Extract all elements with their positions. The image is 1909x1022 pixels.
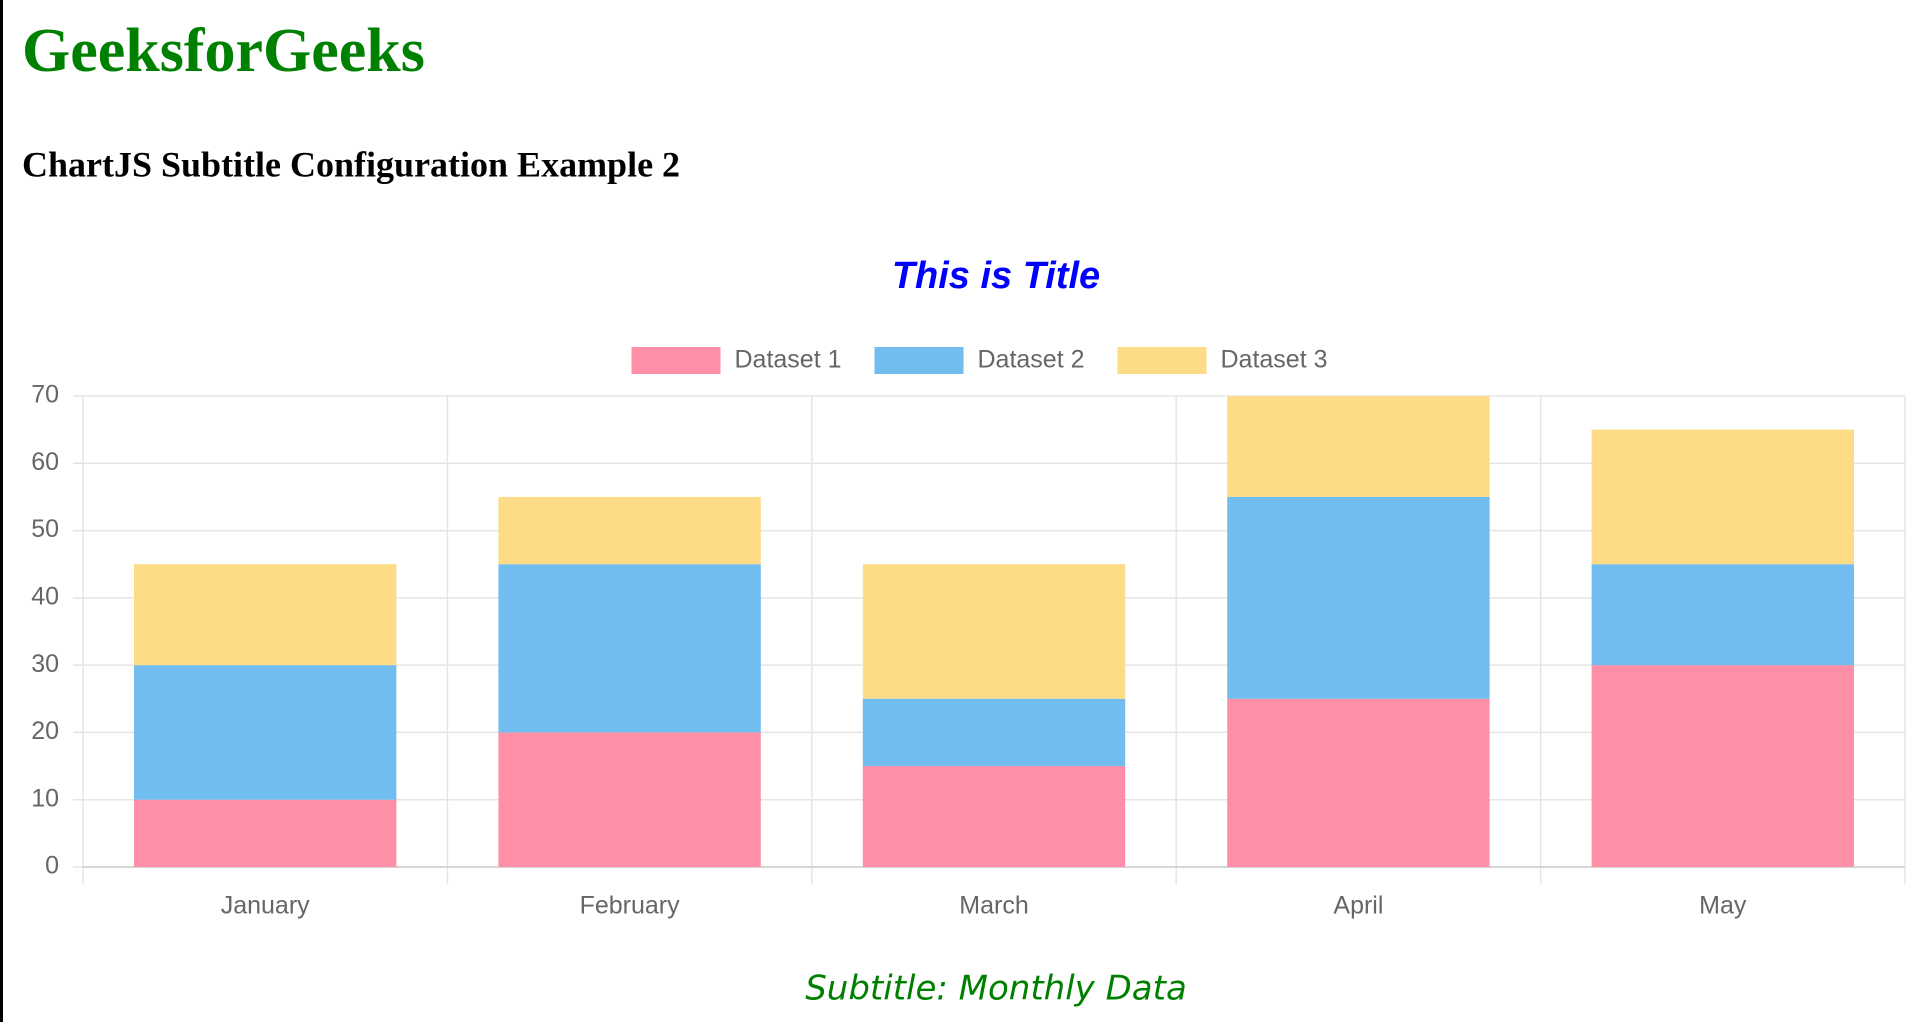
chart-title: This is Title xyxy=(892,255,1100,297)
y-tick-label: 20 xyxy=(31,717,59,745)
x-tick-label: May xyxy=(1699,892,1747,920)
bar-segment xyxy=(1227,396,1490,497)
bar-segment xyxy=(134,665,397,800)
page-heading: ChartJS Subtitle Configuration Example 2 xyxy=(22,144,680,184)
y-tick-label: 70 xyxy=(31,381,59,409)
legend-label: Dataset 2 xyxy=(978,346,1085,374)
y-tick-label: 10 xyxy=(31,784,59,812)
legend-swatch xyxy=(874,347,964,374)
legend-label: Dataset 1 xyxy=(735,346,842,374)
y-tick-label: 50 xyxy=(31,515,59,543)
bar-segment xyxy=(862,564,1126,699)
legend-swatch xyxy=(1117,347,1207,374)
x-tick-label: March xyxy=(959,892,1028,920)
page-title: GeeksforGeeks xyxy=(22,17,425,85)
x-tick-label: January xyxy=(221,892,310,920)
legend-swatch xyxy=(631,347,721,374)
bar-segment xyxy=(498,496,761,565)
y-tick-label: 0 xyxy=(45,852,59,880)
bar-segment xyxy=(862,698,1126,767)
legend-label: Dataset 3 xyxy=(1221,346,1328,374)
bar-segment xyxy=(498,564,761,733)
y-tick-label: 60 xyxy=(31,448,59,476)
y-tick-label: 40 xyxy=(31,582,59,610)
bar-segment xyxy=(498,732,761,867)
bar-segment xyxy=(1591,665,1854,867)
bar-segment xyxy=(134,564,397,666)
bar-segment xyxy=(1591,429,1854,565)
y-tick-label: 30 xyxy=(31,650,59,678)
x-tick-label: April xyxy=(1333,892,1383,920)
bar-segment xyxy=(1227,698,1490,867)
bar-segment xyxy=(1227,496,1490,699)
bar-segment xyxy=(862,766,1126,867)
chart-subtitle: Subtitle: Monthly Data xyxy=(805,969,1187,1009)
bar-segment xyxy=(1591,564,1854,666)
bar-segment xyxy=(134,799,397,867)
x-tick-label: February xyxy=(580,892,681,920)
